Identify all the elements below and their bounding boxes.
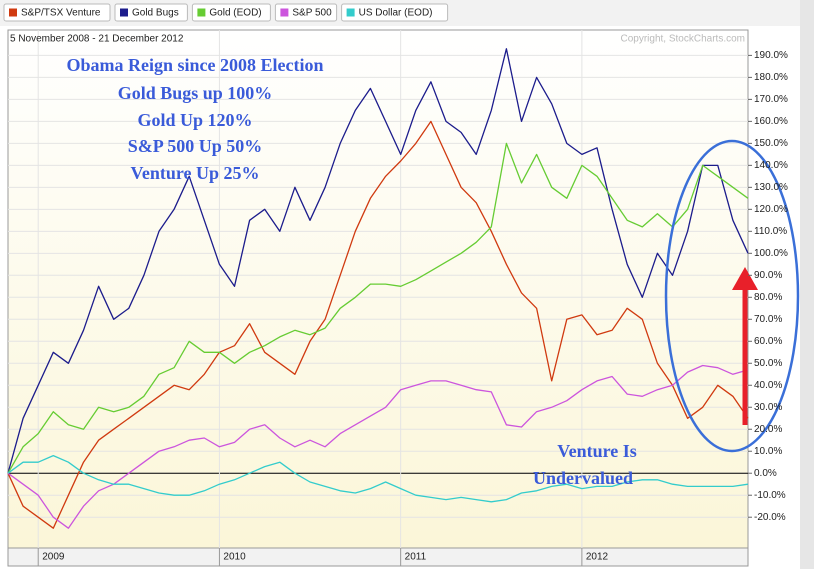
annotation: Undervalued [533,468,633,488]
legend-label: S&P/TSX Venture [21,8,101,19]
legend-swatch [197,8,206,17]
legend-swatch [9,8,17,17]
arrow-head [732,267,758,290]
x-tick-label: 2010 [223,552,246,563]
legend-label: S&P 500 [292,8,332,19]
legend-item [114,3,188,22]
lines [7,48,749,529]
y-tick-label: -20.0% [754,512,786,523]
credit: Copyright, StockCharts.com [621,34,746,45]
y-tick-label: 120.0% [754,204,788,215]
y-tick-label: 60.0% [754,336,782,347]
y-tick-label: 170.0% [754,94,788,105]
plot-area [7,29,749,549]
legend-item [191,3,271,22]
legend-item [274,3,338,22]
y-tick-label: -10.0% [754,490,786,501]
x-tick-label: 2011 [405,552,427,563]
y-tick-label: 0.0% [754,468,777,479]
annotation: Gold Up 120% [137,110,252,130]
y-tick-label: 130.0% [754,182,788,193]
y-tick-label: 140.0% [754,160,788,171]
y-tick-label: 180.0% [754,72,788,83]
y-tick-label: 40.0% [754,380,782,391]
y-tick-label: 50.0% [754,358,782,369]
legend-item [341,3,449,22]
y-tick-label: 190.0% [754,50,788,61]
x-tick-label: 2012 [586,552,609,563]
x-tick-label: 2009 [42,552,65,563]
highlight-ellipse [664,139,800,453]
x-axis-band [7,547,749,567]
y-tick-label: 100.0% [754,248,788,259]
annotation: Gold Bugs up 100% [118,83,273,103]
series-line [7,454,749,503]
annotation: Venture Up 25% [130,163,259,183]
legend-label: Gold (EOD) [209,8,261,19]
y-tick-label: 80.0% [754,292,782,303]
y-tick-label: 150.0% [754,138,788,149]
series-line [7,120,749,529]
legend-swatch [120,8,128,17]
y-tick-label: 110.0% [754,226,787,237]
series-line [7,364,749,529]
grid [8,30,748,548]
legend-label: Gold Bugs [132,8,179,19]
y-tick-label: 160.0% [754,116,788,127]
annotation: Obama Reign since 2008 Election [67,55,324,75]
y-tick-label: 10.0% [754,446,782,457]
y-tick-label: 90.0% [754,270,782,281]
series-line [7,142,749,474]
legend-swatch [280,8,289,17]
annotation: Venture Is [557,441,637,461]
y-tick-label: 30.0% [754,402,782,413]
series-line [7,48,749,474]
annotation: S&P 500 Up 50% [128,136,263,156]
y-tick-label: 20.0% [754,424,782,435]
legend-label: US Dollar (EOD) [359,8,433,19]
y-tick-label: 70.0% [754,314,782,325]
subtitle: 5 November 2008 - 21 December 2012 [10,34,184,45]
legend-swatch [346,8,355,17]
legend-item [3,3,111,22]
side-margin [800,0,814,569]
